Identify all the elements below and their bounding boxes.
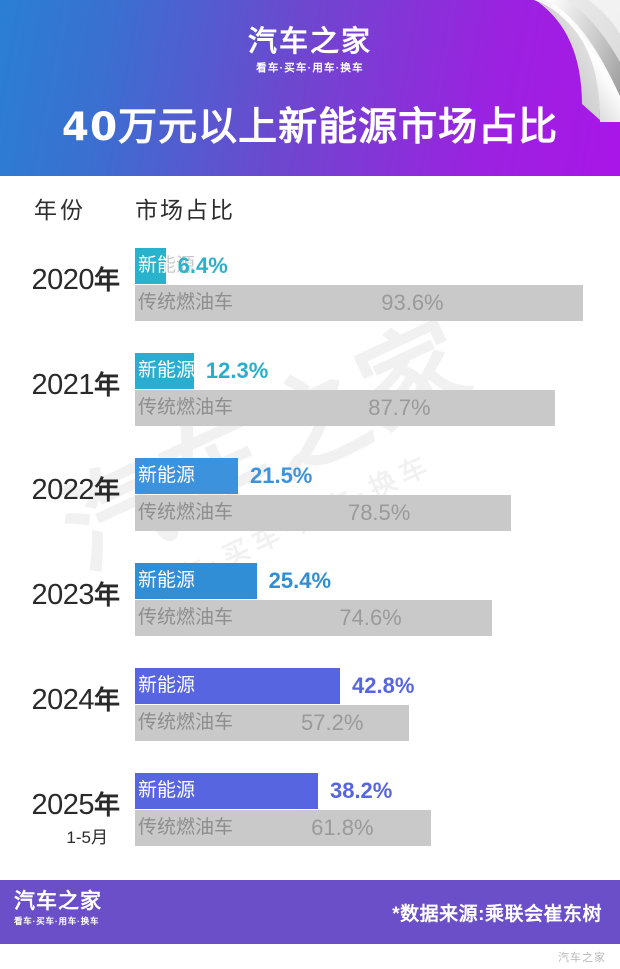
ice-bar[interactable]	[135, 810, 432, 846]
ice-bar[interactable]	[135, 390, 556, 426]
nev-bar[interactable]	[135, 353, 194, 389]
ice-bar-line: 传统燃油车 93.6%	[135, 285, 620, 321]
nev-bar[interactable]	[135, 563, 257, 599]
ice-bar[interactable]	[135, 600, 493, 636]
footer-logo-text: 汽车之家	[14, 889, 102, 913]
row-year-number: 2023	[31, 579, 94, 611]
ice-bar-line: 传统燃油车 78.5%	[135, 495, 620, 531]
row-year-unit: 年	[93, 685, 120, 715]
nev-bar-line: 新能源新能源38.2%	[135, 773, 620, 809]
row-year-sublabel: 1-5月	[66, 828, 108, 847]
chart-area: 汽车之家 看车·买车·用车·换车 年份 市场占比 2020年新能源新能源6.4%…	[0, 176, 620, 880]
row-year-number: 2024	[31, 684, 94, 716]
chart-rows: 2020年新能源新能源6.4%传统燃油车93.6%2021年新能源新能源12.3…	[0, 238, 620, 868]
nev-bar[interactable]	[135, 248, 166, 284]
footer-logo: 汽车之家 看车·买车·用车·换车	[14, 889, 102, 927]
brand-logo-text: 汽车之家	[247, 24, 372, 58]
row-year-unit: 年	[93, 370, 120, 400]
ice-percent-label: 78.5%	[347, 500, 411, 525]
ice-bar-line: 传统燃油车 61.8%	[135, 810, 620, 846]
nev-bar-line: 新能源新能源12.3%	[135, 353, 620, 389]
nev-bar-label: 新能源	[138, 780, 196, 801]
row-year-unit: 年	[93, 790, 120, 820]
header-banner: 汽车之家 看车·买车·用车·换车 40万元以上新能源市场占比	[0, 0, 620, 176]
ice-bar-label: 传统燃油车	[138, 712, 234, 733]
nev-bar[interactable]	[135, 773, 318, 809]
ice-bar-line: 传统燃油车 57.2%	[135, 705, 620, 741]
nev-bar-line: 新能源新能源21.5%	[135, 458, 620, 494]
nev-bar-line: 新能源新能源25.4%	[135, 563, 620, 599]
ice-bar-line: 传统燃油车 74.6%	[135, 600, 620, 636]
row-year-number: 2020	[31, 264, 94, 296]
nev-bar-label: 新能源	[138, 570, 196, 591]
data-source-note: *数据来源:乘联会崔东树	[392, 904, 602, 925]
ice-percent-label: 61.8%	[311, 815, 374, 840]
row-year-label: 2025年 1-5月	[0, 785, 128, 848]
footer-banner: 汽车之家 看车·买车·用车·换车 *数据来源:乘联会崔东树	[0, 880, 620, 944]
column-header-share: 市场占比	[135, 197, 235, 223]
row-year-label: 2022年	[0, 470, 128, 507]
column-header-year: 年份	[34, 197, 86, 223]
row-year-unit: 年	[93, 475, 120, 505]
row-year-number: 2021	[31, 369, 94, 401]
nev-percent-label: 6.4%	[177, 253, 228, 278]
ice-bar-label: 传统燃油车	[138, 397, 234, 418]
row-year-number: 2022	[31, 474, 94, 506]
nev-bar-label: 新能源	[138, 675, 196, 696]
ice-bar-label: 传统燃油车	[138, 292, 234, 313]
ice-bar-label: 传统燃油车	[138, 607, 234, 628]
nev-bar-label: 新能源	[138, 255, 166, 276]
ice-percent-label: 87.7%	[368, 395, 431, 420]
nev-bar-label: 新能源	[138, 465, 196, 486]
row-year-label: 2020年	[0, 260, 128, 297]
ice-bar[interactable]	[135, 285, 584, 321]
footer-tagline: 看车·买车·用车·换车	[14, 916, 100, 927]
ice-percent-label: 74.6%	[339, 605, 402, 630]
column-headers: 年份 市场占比	[0, 176, 620, 238]
nev-percent-label: 21.5%	[249, 463, 313, 488]
nev-bar-label: 新能源	[138, 360, 194, 381]
brand-tagline: 看车·买车·用车·换车	[256, 62, 364, 75]
row-year-label: 2023年	[0, 575, 128, 612]
row-year-number: 2025	[31, 789, 94, 821]
ice-bar-label: 传统燃油车	[138, 502, 234, 523]
row-year-unit: 年	[93, 265, 120, 295]
page-title: 40万元以上新能源市场占比	[61, 105, 559, 150]
ice-percent-label: 57.2%	[301, 710, 364, 735]
nev-percent-label: 12.3%	[205, 358, 269, 383]
ice-bar[interactable]	[135, 495, 511, 531]
ice-bar[interactable]	[135, 705, 409, 741]
row-year-unit: 年	[93, 580, 120, 610]
nev-bar-line: 新能源新能源42.8%	[135, 668, 620, 704]
row-year-label: 2024年	[0, 680, 128, 717]
nev-percent-label: 42.8%	[352, 673, 415, 698]
nev-percent-label: 38.2%	[329, 778, 393, 803]
nev-bar-line: 新能源新能源6.4%	[135, 248, 620, 284]
brand-logo: 汽车之家 看车·买车·用车·换车	[0, 26, 620, 75]
nev-percent-label: 25.4%	[268, 568, 332, 593]
bottom-strip: 汽车之家	[0, 944, 620, 969]
nev-bar[interactable]	[135, 668, 340, 704]
ice-bar-line: 传统燃油车 87.7%	[135, 390, 620, 426]
ice-bar-label: 传统燃油车	[138, 817, 234, 838]
row-year-label: 2021年	[0, 365, 128, 402]
nev-bar[interactable]	[135, 458, 238, 494]
bottom-watermark: 汽车之家	[558, 952, 606, 964]
ice-percent-label: 93.6%	[381, 290, 444, 315]
